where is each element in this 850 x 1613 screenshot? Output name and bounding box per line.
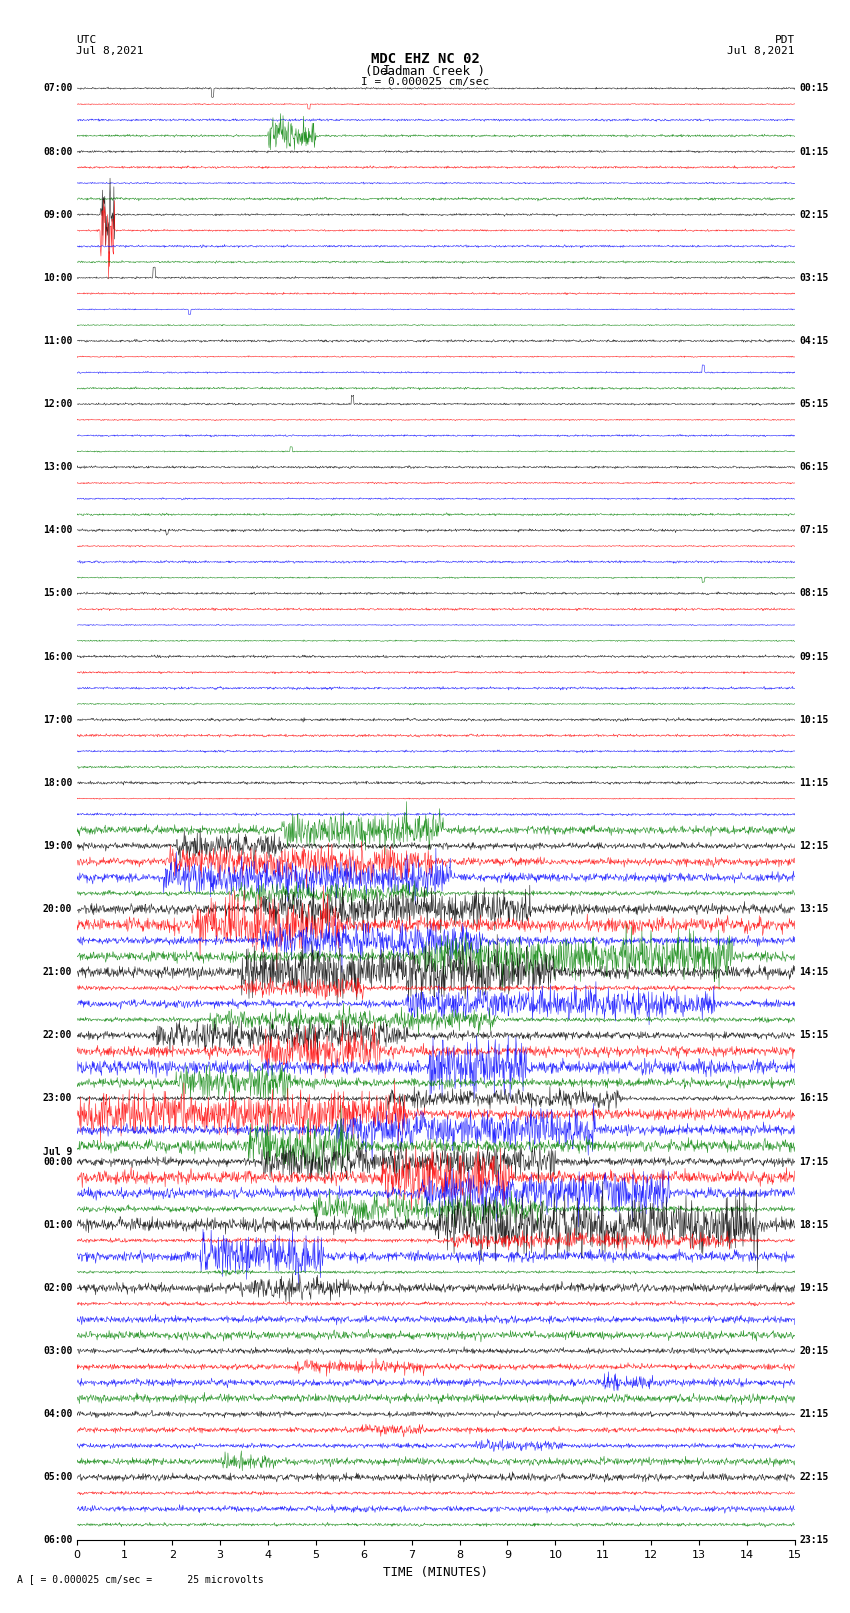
Text: Jul 8,2021: Jul 8,2021 [76,47,144,56]
Text: A [ = 0.000025 cm/sec =      25 microvolts: A [ = 0.000025 cm/sec = 25 microvolts [17,1574,264,1584]
Text: 07:00: 07:00 [42,84,72,94]
Text: 01:15: 01:15 [799,147,829,156]
Text: I = 0.000025 cm/sec: I = 0.000025 cm/sec [361,77,489,87]
Text: 16:00: 16:00 [42,652,72,661]
Text: UTC: UTC [76,35,97,45]
Text: 21:00: 21:00 [42,968,72,977]
Text: 06:15: 06:15 [799,463,829,473]
Text: 10:15: 10:15 [799,715,829,724]
Text: MDC EHZ NC 02: MDC EHZ NC 02 [371,52,479,66]
Text: 23:15: 23:15 [799,1536,829,1545]
Text: 16:15: 16:15 [799,1094,829,1103]
Text: 08:15: 08:15 [799,589,829,598]
Text: 02:00: 02:00 [42,1282,72,1294]
Text: 03:00: 03:00 [42,1345,72,1357]
Text: 09:00: 09:00 [42,210,72,219]
Text: 04:15: 04:15 [799,336,829,345]
X-axis label: TIME (MINUTES): TIME (MINUTES) [383,1566,488,1579]
Text: 08:00: 08:00 [42,147,72,156]
Text: 14:00: 14:00 [42,526,72,536]
Text: 19:00: 19:00 [42,840,72,852]
Text: 05:15: 05:15 [799,398,829,410]
Text: 20:15: 20:15 [799,1345,829,1357]
Text: 07:15: 07:15 [799,526,829,536]
Text: 22:00: 22:00 [42,1031,72,1040]
Text: 20:00: 20:00 [42,905,72,915]
Text: 00:00: 00:00 [42,1157,72,1166]
Text: 05:00: 05:00 [42,1473,72,1482]
Text: 18:15: 18:15 [799,1219,829,1229]
Text: Jul 8,2021: Jul 8,2021 [728,47,795,56]
Text: 03:15: 03:15 [799,273,829,282]
Text: 17:15: 17:15 [799,1157,829,1166]
Text: PDT: PDT [774,35,795,45]
Text: Jul 9: Jul 9 [42,1147,72,1157]
Text: (Deadman Creek ): (Deadman Creek ) [365,65,485,77]
Text: 13:15: 13:15 [799,905,829,915]
Text: 21:15: 21:15 [799,1410,829,1419]
Text: 01:00: 01:00 [42,1219,72,1229]
Text: 10:00: 10:00 [42,273,72,282]
Text: 00:15: 00:15 [799,84,829,94]
Text: 09:15: 09:15 [799,652,829,661]
Text: 12:00: 12:00 [42,398,72,410]
Text: 17:00: 17:00 [42,715,72,724]
Text: 15:15: 15:15 [799,1031,829,1040]
Text: 02:15: 02:15 [799,210,829,219]
Text: I: I [383,65,390,77]
Text: 19:15: 19:15 [799,1282,829,1294]
Text: 11:00: 11:00 [42,336,72,345]
Text: 06:00: 06:00 [42,1536,72,1545]
Text: 14:15: 14:15 [799,968,829,977]
Text: 04:00: 04:00 [42,1410,72,1419]
Text: 22:15: 22:15 [799,1473,829,1482]
Text: 23:00: 23:00 [42,1094,72,1103]
Text: 11:15: 11:15 [799,777,829,787]
Text: 12:15: 12:15 [799,840,829,852]
Text: 13:00: 13:00 [42,463,72,473]
Text: 18:00: 18:00 [42,777,72,787]
Text: 15:00: 15:00 [42,589,72,598]
